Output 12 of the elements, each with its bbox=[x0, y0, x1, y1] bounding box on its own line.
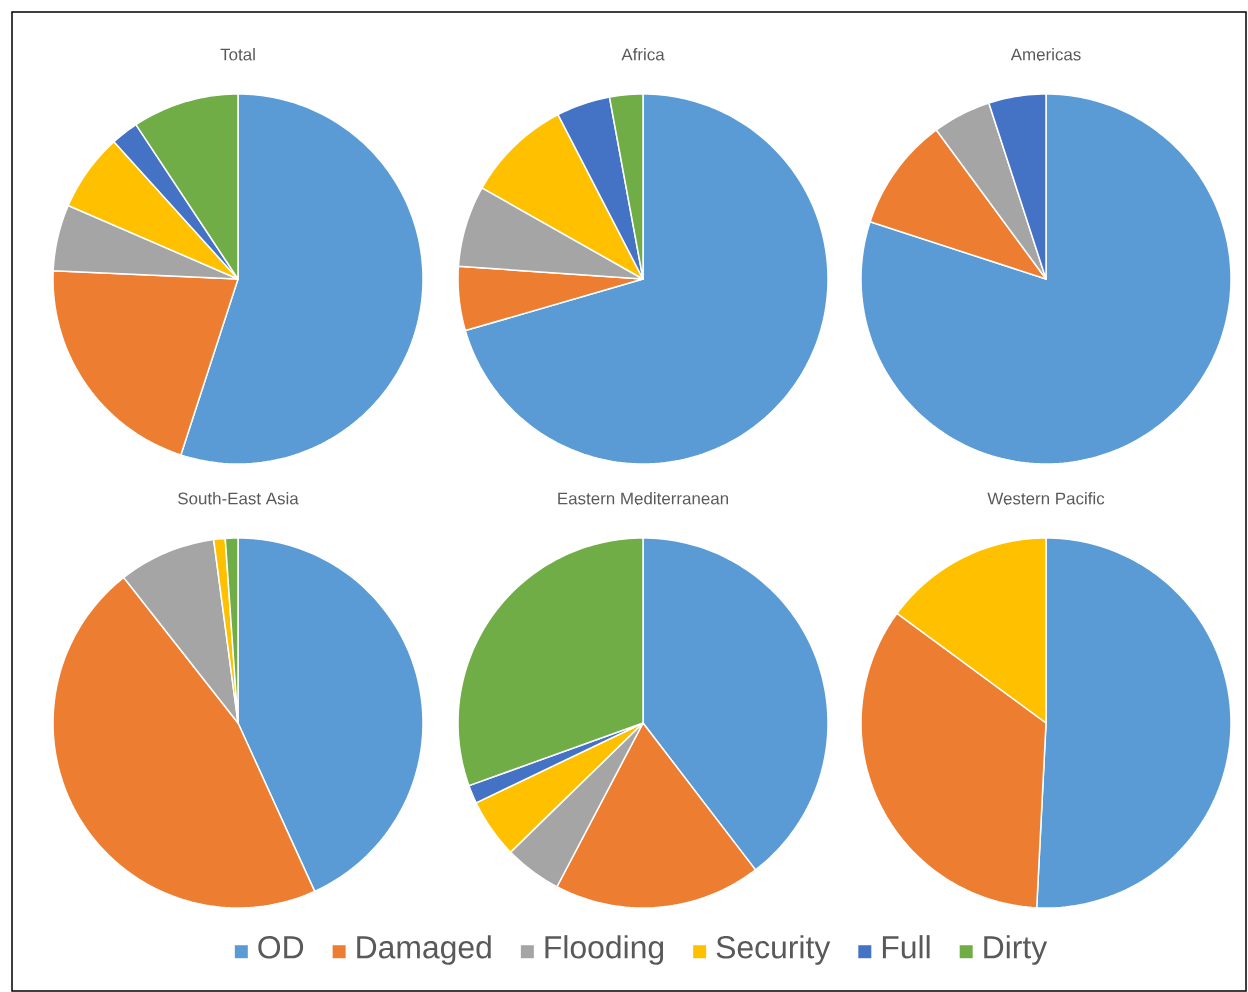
chart-title: Eastern Mediterranean bbox=[558, 492, 729, 505]
legend-label: Flooding bbox=[545, 935, 664, 965]
chart-title: Americas bbox=[1010, 48, 1081, 61]
chart-title: Western Pacific bbox=[987, 492, 1105, 505]
legend-label: OD bbox=[258, 935, 304, 959]
legend-label: Full bbox=[882, 935, 930, 959]
chart-title: Total bbox=[220, 48, 255, 61]
legend-label: Security bbox=[716, 935, 831, 965]
chart-title: South-East Asia bbox=[178, 492, 299, 505]
legend-label: Dirty bbox=[984, 935, 1048, 965]
legend-label: Damaged bbox=[357, 935, 491, 965]
chart-title: Africa bbox=[621, 48, 665, 61]
